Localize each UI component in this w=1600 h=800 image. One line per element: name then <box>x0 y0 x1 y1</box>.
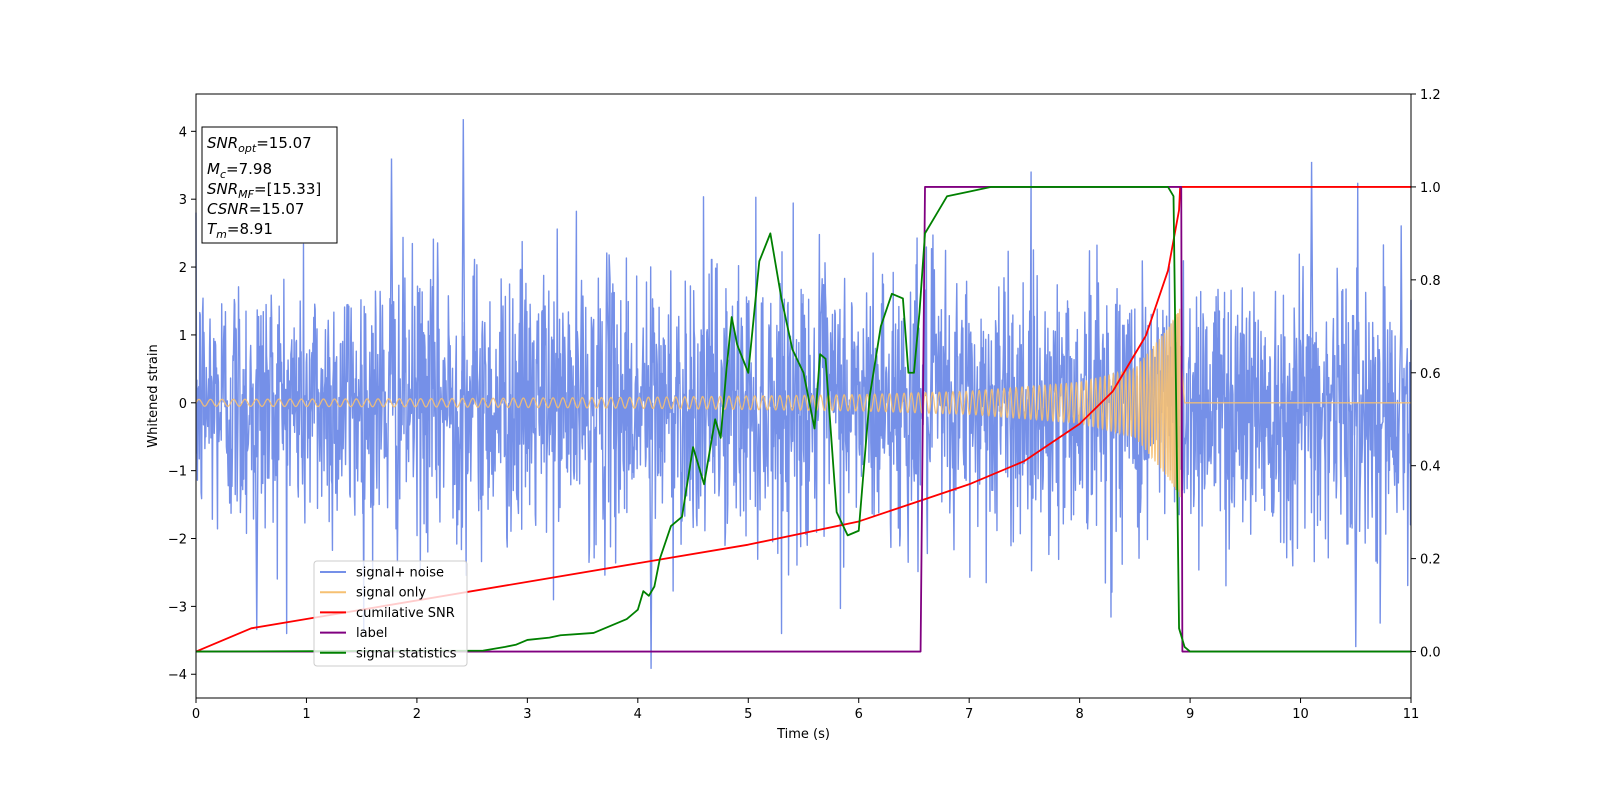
legend: signal+ noise signal only cumilative SNR la… <box>313 560 468 667</box>
x-tick-label: 7 <box>965 707 973 722</box>
legend-entry: signal only <box>356 586 426 601</box>
x-tick-label: 10 <box>1292 707 1309 722</box>
noise-peak <box>389 158 394 403</box>
noise-peak <box>648 402 654 669</box>
y-axis-label: Whitened strain <box>146 344 161 447</box>
signal-plus-noise-line <box>195 171 1412 635</box>
x-tick-label: 2 <box>413 707 421 722</box>
y-left-tick-label: 1 <box>179 329 187 344</box>
y-left-tick-label: 4 <box>179 125 187 140</box>
x-axis: 0 1 2 3 4 5 6 7 8 9 10 11 <box>192 698 1419 722</box>
y-left-tick-label: 3 <box>179 193 187 208</box>
legend-entry: cumilative SNR <box>356 606 455 621</box>
x-tick-label: 8 <box>1075 707 1083 722</box>
legend-entry: label <box>356 626 387 641</box>
signal-statistics-line <box>195 186 1411 653</box>
legend-entry: signal+ noise <box>356 566 444 581</box>
plot-frame <box>195 93 1412 699</box>
y-left-tick-label: −4 <box>168 668 187 683</box>
x-tick-label: 0 <box>192 707 200 722</box>
noise-peak <box>1309 161 1314 403</box>
y-left-tick-label: 2 <box>179 261 187 276</box>
info-line: SNRopt=15.07 <box>207 134 312 155</box>
y-right-tick-label: 0.6 <box>1420 367 1441 382</box>
x-tick-label: 11 <box>1403 707 1420 722</box>
info-line: Mc=7.98 <box>207 160 272 181</box>
info-box: SNRopt=15.07 Mc=7.98SNRMF=[15.33]CSNR=15.… <box>201 126 338 244</box>
y-right-tick-label: 1.2 <box>1420 88 1441 103</box>
x-tick-label: 3 <box>523 707 531 722</box>
x-tick-label: 6 <box>855 707 863 722</box>
x-tick-label: 5 <box>744 707 752 722</box>
x-tick-label: 4 <box>634 707 642 722</box>
y-right-tick-label: 0.8 <box>1420 274 1441 289</box>
y-left-tick-label: −2 <box>168 533 187 548</box>
y-right-tick-label: 0.4 <box>1420 460 1441 475</box>
y-right-tick-label: 0.2 <box>1420 553 1441 568</box>
signal-only-series <box>195 308 1411 498</box>
y-right-tick-label: 1.0 <box>1420 181 1441 196</box>
y-left-tick-label: −1 <box>168 465 187 480</box>
info-line: Tm=8.91 <box>207 220 273 241</box>
info-box-frame <box>201 126 338 244</box>
noise-peak <box>461 119 466 403</box>
noise-peak <box>1353 402 1358 648</box>
legend-frame <box>313 560 468 667</box>
legend-entry: signal statistics <box>356 646 457 661</box>
x-tick-label: 1 <box>302 707 310 722</box>
y-left-tick-label: −3 <box>168 600 187 615</box>
y-right-axis: 0.0 0.2 0.4 0.6 0.8 1.0 1.2 <box>1411 88 1441 661</box>
x-axis-label: Time (s) <box>776 727 830 742</box>
info-line: SNRMF=[15.33] <box>207 180 321 201</box>
y-right-tick-label: 0.0 <box>1420 646 1441 661</box>
y-left-tick-label: 0 <box>179 397 187 412</box>
x-tick-label: 9 <box>1186 707 1194 722</box>
signal-only-line <box>195 308 1411 498</box>
info-line: CSNR=15.07 <box>207 200 304 218</box>
y-left-axis: −4 −3 −2 −1 0 1 2 3 4 <box>168 125 196 683</box>
